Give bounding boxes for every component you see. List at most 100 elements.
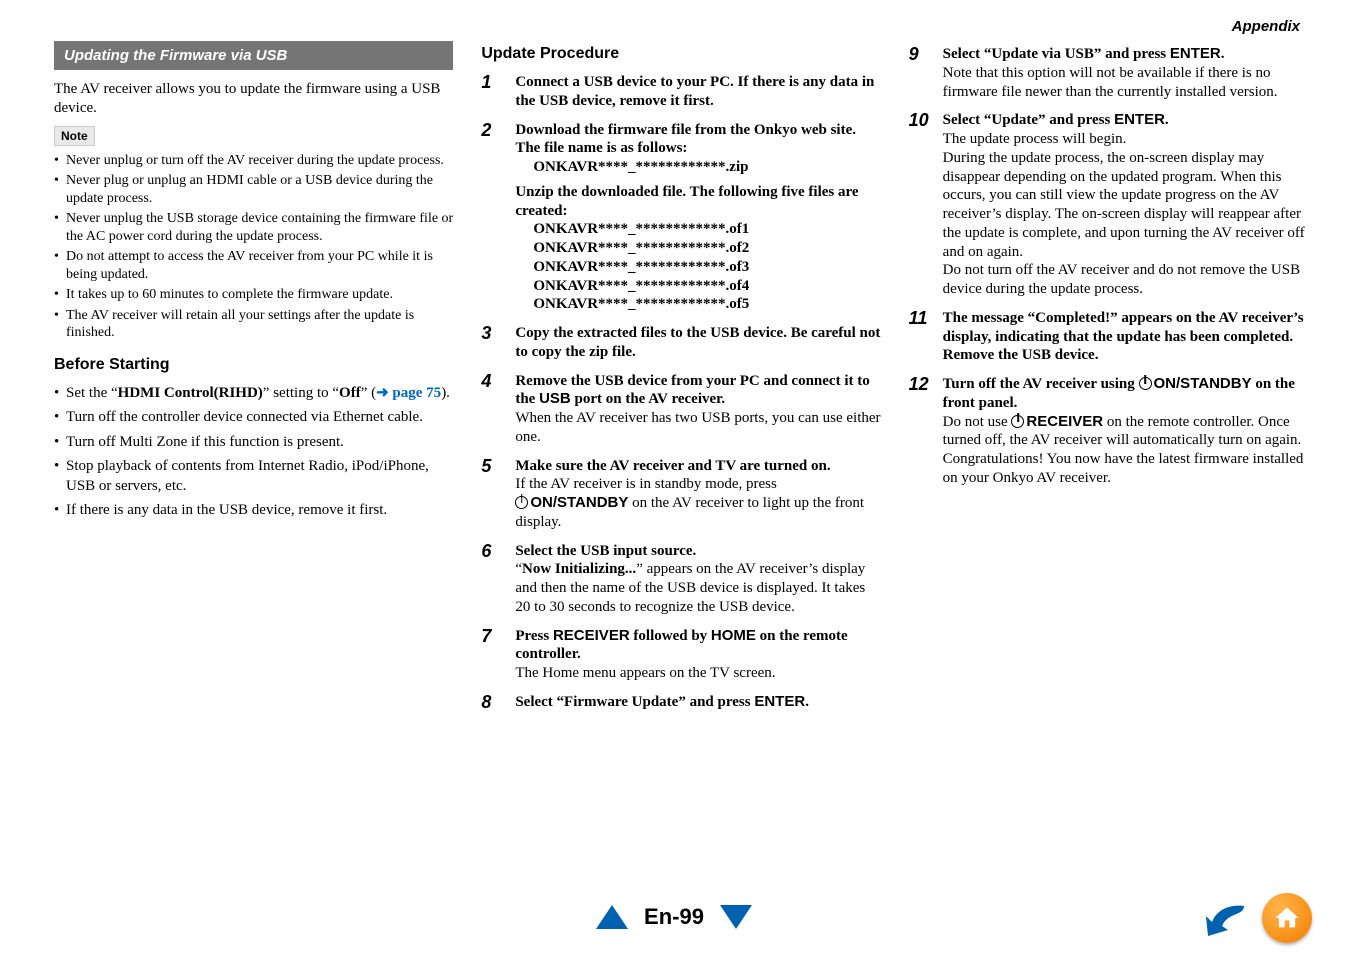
intro-text: The AV receiver allows you to update the… [54, 80, 453, 118]
step-7: 7 Press RECEIVER followed by HOME on the… [481, 627, 880, 683]
filename: ONKAVR****_************.zip [533, 158, 880, 177]
page-link[interactable]: ➜ page 75 [376, 385, 441, 401]
step-5: 5 Make sure the AV receiver and TV are t… [481, 457, 880, 532]
text: followed by [630, 628, 711, 644]
home-icon[interactable] [1262, 893, 1312, 943]
key-label: USB [539, 390, 571, 407]
step-number: 12 [909, 375, 933, 488]
step-number: 6 [481, 542, 505, 617]
key-label: RECEIVER [553, 627, 630, 644]
text: Select “Update” and press [943, 112, 1114, 128]
step-number: 1 [481, 73, 505, 111]
step-lead: Select “Update” and press ENTER. [943, 111, 1308, 130]
before-item: Set the “HDMI Control(RIHD)” setting to … [54, 384, 453, 404]
step-lead: Press RECEIVER followed by HOME on the r… [515, 627, 880, 665]
text: Turn off the AV receiver using [943, 376, 1139, 392]
text: port on the AV receiver. [571, 391, 725, 407]
power-icon [1139, 377, 1152, 390]
note-item: Never plug or unplug an HDMI cable or a … [54, 172, 453, 207]
step-number: 10 [909, 111, 933, 299]
before-item: If there is any data in the USB device, … [54, 501, 453, 521]
step-12: 12 Turn off the AV receiver using ON/STA… [909, 375, 1308, 488]
before-item: Stop playback of contents from Internet … [54, 457, 453, 496]
key-label: ON/STANDBY [1154, 375, 1252, 392]
step-body-text: The update process will begin. [943, 130, 1308, 149]
step-10: 10 Select “Update” and press ENTER. The … [909, 111, 1308, 299]
text: “ [515, 561, 522, 577]
step-body-text: Congratulations! You now have the latest… [943, 450, 1308, 488]
back-icon[interactable] [1200, 892, 1252, 944]
footer-nav-icons [1200, 892, 1312, 944]
next-page-icon[interactable] [720, 905, 752, 929]
prev-page-icon[interactable] [596, 905, 628, 929]
footer: En-99 [0, 904, 1348, 934]
text: Select “Update via USB” and press [943, 46, 1170, 62]
filename: ONKAVR****_************.of2 [533, 239, 880, 258]
step-body-text: “Now Initializing...” appears on the AV … [515, 560, 880, 616]
key-label: ON/STANDBY [530, 494, 628, 511]
key-label: HOME [711, 627, 756, 644]
text: Press [515, 628, 553, 644]
section-bar-title: Updating the Firmware via USB [54, 41, 453, 70]
step-2: 2 Download the firmware file from the On… [481, 121, 880, 315]
column-3: 9 Select “Update via USB” and press ENTE… [909, 41, 1308, 723]
before-item: Turn off the controller device connected… [54, 408, 453, 428]
step-body-text: Do not use RECEIVER on the remote contro… [943, 413, 1308, 451]
power-icon [1011, 415, 1024, 428]
text: . [1221, 46, 1225, 62]
step-body-text: If the AV receiver is in standby mode, p… [515, 475, 880, 531]
step-body-text: When the AV receiver has two USB ports, … [515, 409, 880, 447]
key-label: RECEIVER [1026, 413, 1103, 430]
bold: Now Initializing... [522, 561, 636, 577]
step-number: 7 [481, 627, 505, 683]
note-item: It takes up to 60 minutes to complete th… [54, 286, 453, 304]
step-lead: Remove the USB device from your PC and c… [515, 373, 869, 408]
text: Do not use [943, 414, 1012, 430]
note-item: The AV receiver will retain all your set… [54, 307, 453, 342]
step-4: 4 Remove the USB device from your PC and… [481, 372, 880, 447]
notes-list: Never unplug or turn off the AV receiver… [54, 152, 453, 342]
step-lead: Select the USB input source. [515, 542, 880, 561]
step-lead: Select “Update via USB” and press ENTER. [943, 45, 1308, 64]
step-lead: Turn off the AV receiver using ON/STANDB… [943, 375, 1308, 413]
step-9: 9 Select “Update via USB” and press ENTE… [909, 45, 1308, 101]
text: If the AV receiver is in standby mode, p… [515, 476, 776, 492]
filename: ONKAVR****_************.of1 [533, 220, 880, 239]
filename: ONKAVR****_************.of3 [533, 258, 880, 277]
step-11: 11 The message “Completed!” appears on t… [909, 309, 1308, 365]
step-lead: Make sure the AV receiver and TV are tur… [515, 457, 880, 476]
step-1: 1 Connect a USB device to your PC. If th… [481, 73, 880, 111]
key-label: ENTER [1170, 45, 1221, 62]
power-icon [515, 496, 528, 509]
step-lead: Unzip the downloaded file. The following… [515, 183, 880, 221]
step-lead: Copy the extracted files to the USB devi… [515, 325, 880, 360]
step-lead: Remove the USB device. [943, 346, 1308, 365]
step-8: 8 Select “Firmware Update” and press ENT… [481, 693, 880, 713]
step-number: 9 [909, 45, 933, 101]
note-item: Never unplug or turn off the AV receiver… [54, 152, 453, 170]
step-lead: The message “Completed!” appears on the … [943, 309, 1308, 347]
filename: ONKAVR****_************.of4 [533, 277, 880, 296]
step-body-text: During the update process, the on-screen… [943, 149, 1308, 262]
step-6: 6 Select the USB input source. “Now Init… [481, 542, 880, 617]
step-number: 2 [481, 121, 505, 315]
text: ” setting to “ [263, 385, 339, 401]
text: . [805, 694, 809, 710]
step-body-text: The Home menu appears on the TV screen. [515, 664, 880, 683]
note-item: Never unplug the USB storage device cont… [54, 210, 453, 245]
before-starting-heading: Before Starting [54, 356, 453, 374]
text: Set the “ [66, 385, 118, 401]
step-number: 11 [909, 309, 933, 365]
step-3: 3 Copy the extracted files to the USB de… [481, 324, 880, 362]
before-list: Set the “HDMI Control(RIHD)” setting to … [54, 384, 453, 521]
bold: Off [339, 385, 361, 401]
text: Select “Firmware Update” and press [515, 694, 754, 710]
step-number: 8 [481, 693, 505, 713]
update-procedure-heading: Update Procedure [481, 45, 880, 63]
step-lead: Download the firmware file from the Onky… [515, 121, 880, 159]
header-section: Appendix [54, 18, 1308, 35]
filename: ONKAVR****_************.of5 [533, 295, 880, 314]
text: ). [441, 385, 450, 401]
step-body-text: Note that this option will not be availa… [943, 64, 1308, 102]
step-lead: Connect a USB device to your PC. If ther… [515, 74, 874, 109]
